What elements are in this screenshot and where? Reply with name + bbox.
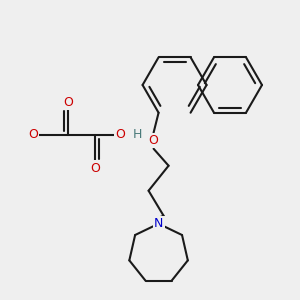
Text: O: O <box>28 128 38 142</box>
Text: H: H <box>132 128 142 142</box>
Text: O: O <box>115 128 125 142</box>
Text: O: O <box>148 134 158 147</box>
Text: O: O <box>90 161 100 175</box>
Text: O: O <box>63 95 73 109</box>
Text: N: N <box>154 217 163 230</box>
